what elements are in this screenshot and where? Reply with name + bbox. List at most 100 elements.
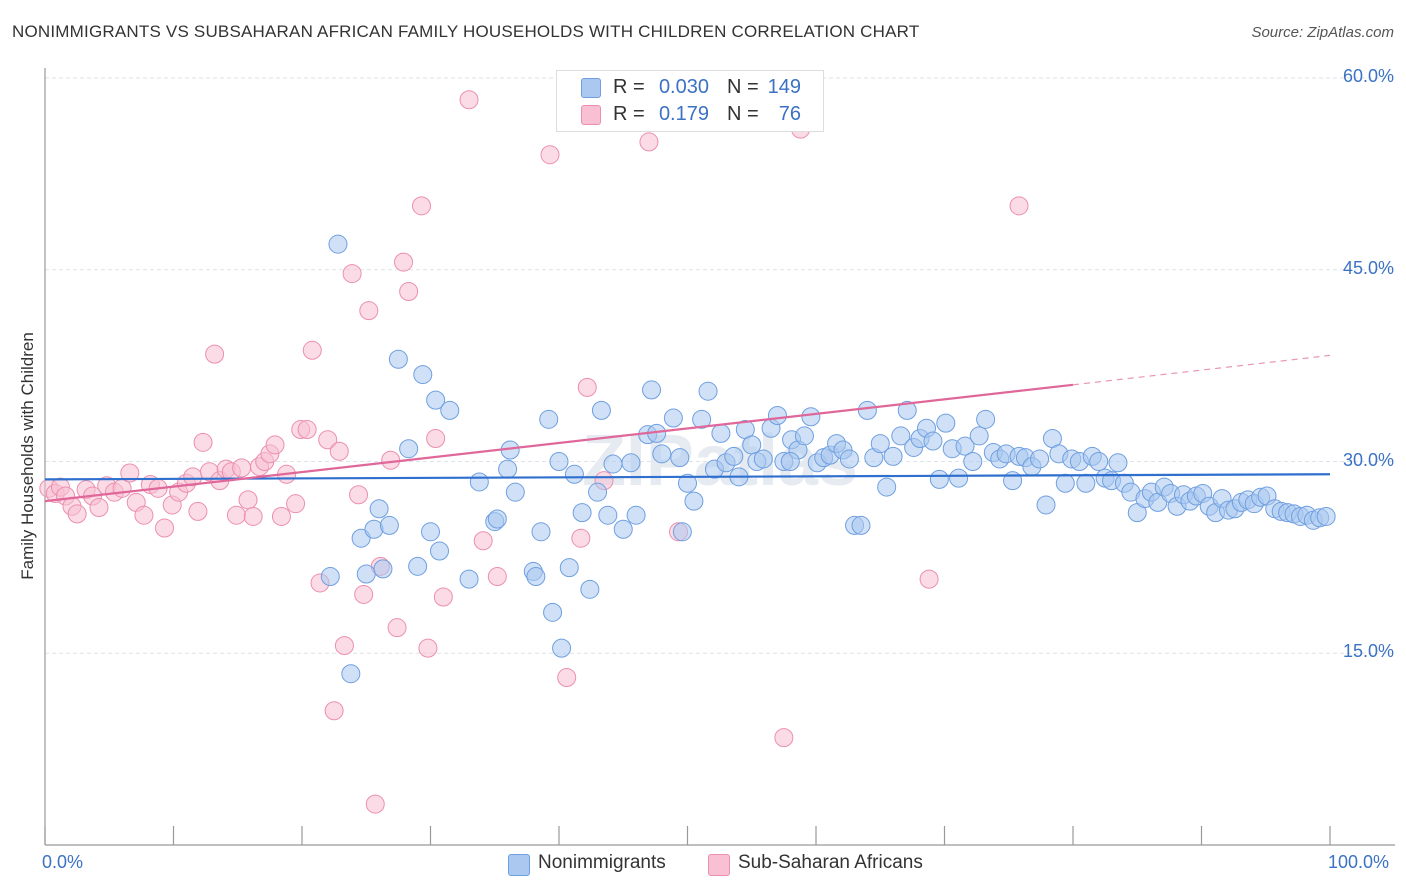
subsaharan-point <box>265 435 285 455</box>
nonimmigrants-point <box>505 482 525 502</box>
nonimmigrants-point <box>408 556 428 576</box>
nonimmigrants-point <box>698 381 718 401</box>
nonimmigrants-point <box>923 431 943 451</box>
nonimmigrants-point <box>678 473 697 493</box>
nonimmigrants-point <box>963 452 983 471</box>
subsaharan-point <box>774 728 794 748</box>
nonimmigrants-point <box>469 472 489 492</box>
chart-source: Source: ZipAtlas.com <box>1251 24 1394 41</box>
nonimmigrants-point <box>328 234 348 254</box>
nonimmigrants-point <box>559 558 579 578</box>
subsaharan-point <box>226 505 246 525</box>
legend-swatch-pink <box>708 854 730 876</box>
n-label: N = <box>727 76 759 98</box>
nonimmigrants-point <box>897 400 917 420</box>
subsaharan-point <box>1009 196 1029 216</box>
subsaharan-point <box>412 196 432 216</box>
subsaharan-point <box>387 618 407 638</box>
nonimmigrants-point <box>543 602 563 622</box>
nonimmigrants-point <box>369 499 389 519</box>
nonimmigrants-point <box>531 522 551 542</box>
nonimmigrants-point <box>1036 495 1056 515</box>
nonimmigrants-point <box>613 519 633 539</box>
nonimmigrants-point <box>851 515 871 535</box>
x-tick-label-min: 0.0% <box>42 852 84 872</box>
legend-swatch-blue <box>508 854 530 876</box>
chart-title: NONIMMIGRANTS VS SUBSAHARAN AFRICAN FAMI… <box>12 22 920 41</box>
nonimmigrants-point <box>870 434 890 454</box>
nonimmigrants-point <box>672 522 692 542</box>
subsaharan-point <box>134 505 154 525</box>
subsaharan-point <box>205 344 225 364</box>
r-label: R = <box>613 76 645 98</box>
subsaharan-point <box>318 430 338 450</box>
nonimmigrants-point <box>801 407 821 427</box>
nonimmigrants-point <box>413 365 433 385</box>
subsaharan-point <box>324 701 344 721</box>
y-tick-label: 30.0% <box>1342 449 1394 470</box>
nonimmigrants-point <box>603 454 623 474</box>
y-axis-label: Family Households with Children <box>18 332 37 580</box>
subsaharan-point <box>89 498 109 518</box>
nonimmigrants-point <box>440 400 460 420</box>
nonimmigrants-point <box>1089 452 1109 471</box>
nonimmigrants-point <box>621 453 641 473</box>
r-value: 0.179 <box>658 103 709 125</box>
nonimmigrants-point <box>356 564 376 584</box>
nonimmigrants-point <box>949 468 969 488</box>
nonimmigrants-point <box>753 449 773 469</box>
stats-legend-box: R = 0.030 N = 149 R = 0.179 N = 76 <box>556 70 824 132</box>
nonimmigrants-point <box>794 426 814 446</box>
nonimmigrants-point <box>839 449 859 469</box>
subsaharan-point <box>473 531 493 551</box>
subsaharan-point <box>487 567 507 587</box>
nonimmigrants-point <box>526 567 546 587</box>
subsaharan-point <box>433 587 453 607</box>
nonimmigrants-point <box>857 400 877 420</box>
nonimmigrants-point <box>539 409 559 429</box>
nonimmigrants-point <box>564 464 584 484</box>
subsaharan-point <box>394 252 414 272</box>
subsaharan-point <box>155 518 175 538</box>
nonimmigrants-point <box>1030 449 1050 469</box>
nonimmigrants-point <box>549 452 569 471</box>
nonimmigrants-point <box>373 559 393 579</box>
y-tick-label: 60.0% <box>1342 66 1394 86</box>
nonimmigrants-point <box>572 503 592 523</box>
nonimmigrants-point <box>724 446 744 466</box>
subsaharan-point <box>238 490 258 510</box>
nonimmigrants-point <box>588 482 608 502</box>
trend-lines <box>44 354 1331 503</box>
nonimmigrants-point <box>936 413 956 433</box>
nonimmigrants-point <box>670 448 690 468</box>
subsaharan-point <box>349 485 369 505</box>
nonimmigrants-point <box>877 477 897 497</box>
nonimmigrants-point <box>1316 506 1336 526</box>
nonimmigrants-point <box>580 579 600 599</box>
subsaharan-point <box>365 794 385 814</box>
subsaharan-point <box>286 494 306 514</box>
nonimmigrants-point <box>421 522 440 542</box>
subsaharan-point <box>243 506 263 526</box>
nonimmigrants-point <box>426 390 446 410</box>
nonimmigrants-point <box>883 446 903 466</box>
nonimmigrants-point <box>684 491 704 511</box>
nonimmigrants-point <box>388 349 408 369</box>
nonimmigrants-point <box>929 469 949 489</box>
nonimmigrants-point <box>1108 453 1128 473</box>
subsaharan-point <box>193 432 213 452</box>
nonimmigrants-point <box>976 409 996 429</box>
nonimmigrants-point <box>652 444 672 464</box>
subsaharan-point <box>359 301 379 321</box>
nonimmigrants-point <box>498 459 518 479</box>
subsaharan-point <box>399 281 419 301</box>
nonimmigrants-point <box>487 509 507 529</box>
subsaharan-point <box>329 441 349 461</box>
nonimmigrants-point <box>1055 473 1075 493</box>
x-tick-label-max: 100.0% <box>1328 852 1390 872</box>
blue-series-points <box>320 234 1336 684</box>
subsaharan-point <box>297 420 317 440</box>
nonimmigrants-point <box>969 426 989 446</box>
r-label: R = <box>613 103 645 125</box>
